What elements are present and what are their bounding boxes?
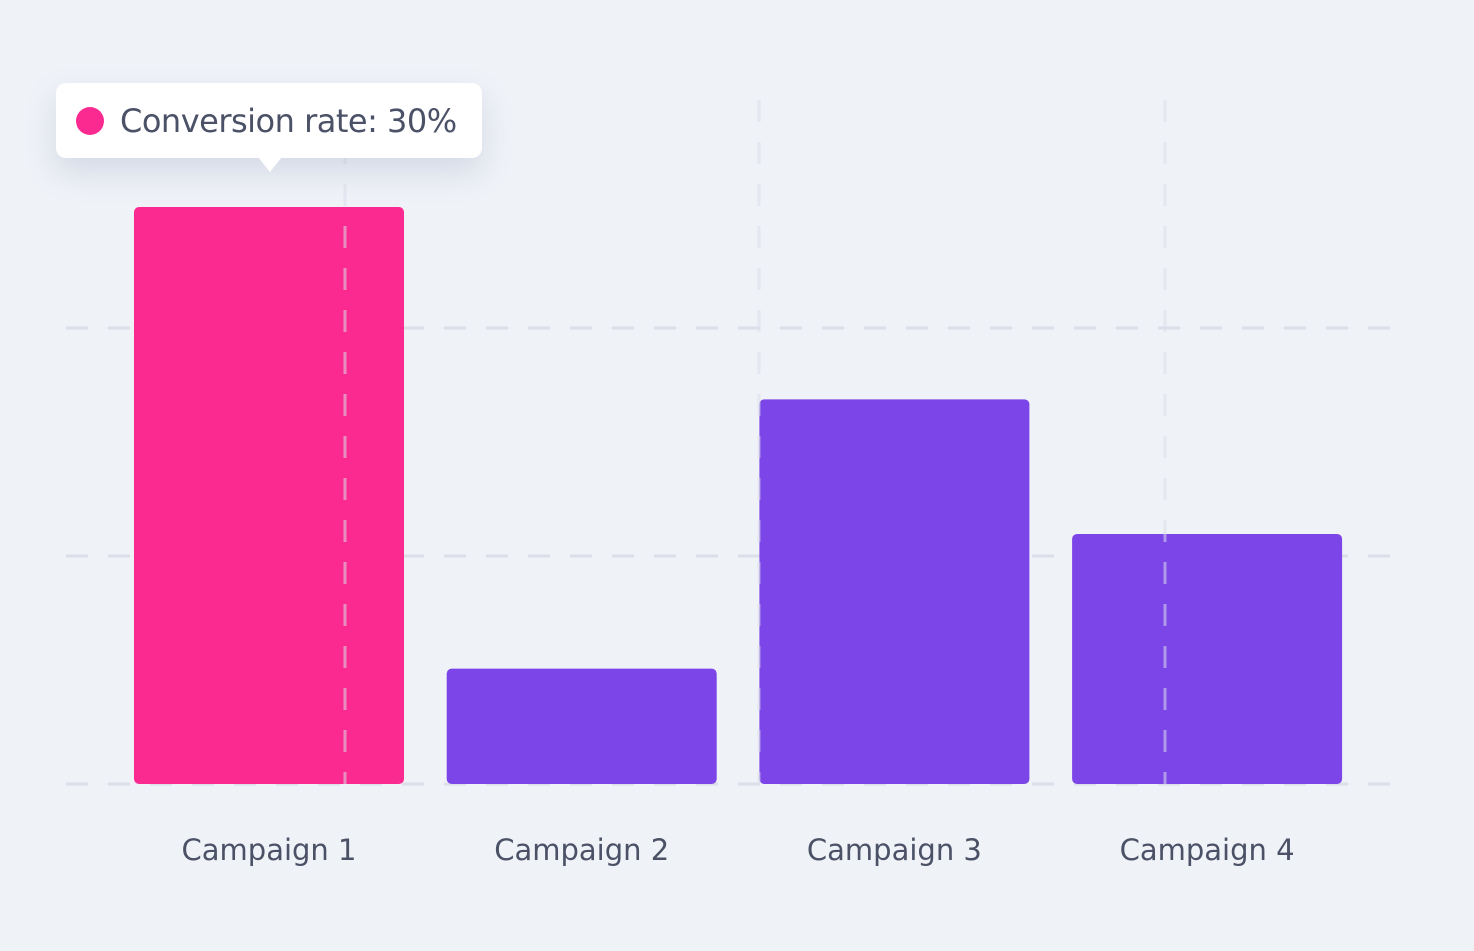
tooltip: Conversion rate: 30% (56, 83, 482, 172)
x-tick-label: Campaign 1 (182, 833, 357, 867)
tooltip-arrow (258, 157, 282, 172)
x-tick-label: Campaign 2 (494, 833, 669, 867)
bar-2 (446, 668, 717, 784)
series-color-dot (76, 106, 104, 135)
tooltip-text: Conversion rate: 30% (120, 101, 457, 140)
bar-1 (134, 207, 404, 784)
bar-3 (759, 399, 1030, 784)
x-tick-label: Campaign 4 (1120, 833, 1295, 867)
bar-4 (1072, 533, 1343, 784)
x-tick-label: Campaign 3 (807, 833, 982, 867)
